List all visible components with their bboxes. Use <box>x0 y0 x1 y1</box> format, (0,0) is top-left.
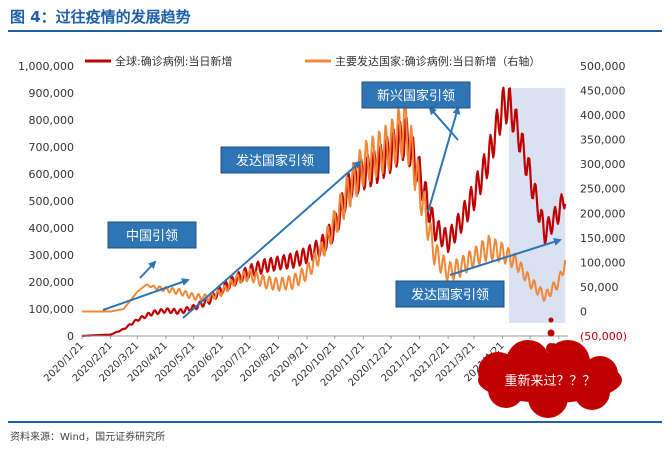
y2-tick-label: 400,000 <box>580 109 626 122</box>
y-tick-label: 200,000 <box>29 276 75 289</box>
cloud-puff <box>528 378 568 418</box>
thought-dot <box>547 329 555 337</box>
annotation-box <box>107 221 197 249</box>
thought-dot <box>548 317 554 323</box>
annotation-box <box>395 280 505 308</box>
y2-tick-label: 300,000 <box>580 158 626 171</box>
series-line-2 <box>81 97 567 313</box>
y2-tick-label: 350,000 <box>580 134 626 147</box>
legend: 全球:确诊病例:当日新增 主要发达国家:确诊病例:当日新增（右轴） <box>85 54 540 68</box>
y-tick-label: 800,000 <box>29 114 75 127</box>
annotation-arrow <box>428 106 459 141</box>
cloud-label: 重新来过？？？ <box>504 373 595 389</box>
title-rule <box>8 30 662 32</box>
annotation-arrow <box>182 160 362 319</box>
cloud-puff <box>546 340 590 384</box>
annotation-arrow <box>102 278 190 311</box>
y-tick-label: 700,000 <box>29 141 75 154</box>
y-tick-label: 0 <box>67 330 74 343</box>
y2-tick-label: 500,000 <box>580 60 626 73</box>
annotation-box <box>220 146 330 174</box>
source-rule <box>8 421 662 423</box>
y-tick-label: 600,000 <box>29 168 75 181</box>
y-tick-label: 300,000 <box>29 249 75 262</box>
cloud-puff <box>488 372 524 408</box>
y-tick-label: 500,000 <box>29 195 75 208</box>
annotation-arrow <box>427 106 461 213</box>
series-lines <box>81 86 567 338</box>
y2-tick-label: 200,000 <box>580 207 626 220</box>
annotation-box <box>361 81 471 109</box>
y2-tick-label: 450,000 <box>580 85 626 98</box>
y2-tick-label: 50,000 <box>580 281 619 294</box>
y-tick-label: 400,000 <box>29 222 75 235</box>
cloud-puff <box>574 374 610 410</box>
annotation-label: 发达国家引领 <box>236 153 314 169</box>
cloud-puff <box>506 340 550 384</box>
series-line-1 <box>81 86 567 338</box>
annotation-label: 新兴国家引领 <box>377 88 455 104</box>
legend-label-1: 全球:确诊病例:当日新增 <box>115 54 232 68</box>
annotation-arrow <box>449 238 562 276</box>
y2-tick-label: 0 <box>580 305 587 318</box>
y-tick-label: 100,000 <box>29 303 75 316</box>
thought-cloud: 重新来过？？？ <box>478 317 622 418</box>
y2-tick-label: 250,000 <box>580 183 626 196</box>
y2-tick-label: 150,000 <box>580 232 626 245</box>
source-note: 资料来源：Wind，国元证券研究所 <box>10 432 166 443</box>
legend-label-2: 主要发达国家:确诊病例:当日新增（右轴） <box>335 54 540 68</box>
y2-tick-label: (50,000) <box>580 330 627 343</box>
annotation-label: 发达国家引领 <box>411 287 489 303</box>
annotation-arrow <box>139 260 157 279</box>
y-tick-label: 900,000 <box>29 87 75 100</box>
y-tick-label: 1,000,000 <box>18 60 74 73</box>
annotation-label: 中国引领 <box>126 229 178 244</box>
y2-tick-label: 100,000 <box>580 256 626 269</box>
figure-title: 图 4：过往疫情的发展趋势 <box>10 8 191 26</box>
